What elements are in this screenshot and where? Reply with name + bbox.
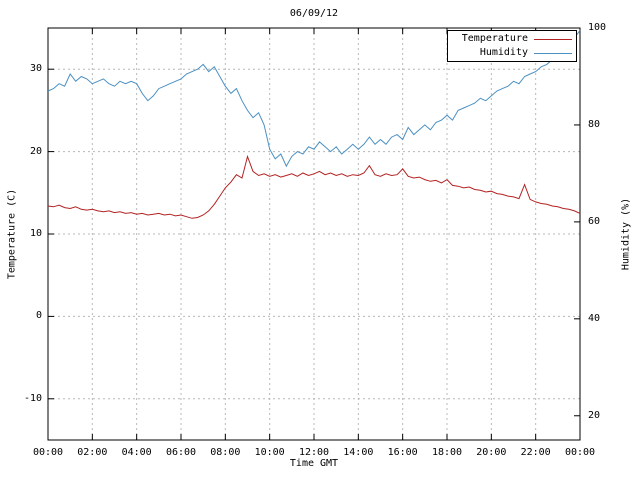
y-right-tick-label: 100 [588,22,607,33]
x-axis-title: Time GMT [289,458,339,469]
legend-line-humidity [534,52,572,54]
y-right-tick-label: 60 [588,215,601,227]
right-axis-title: Humidity (%) [620,197,632,271]
y-left-tick-label: -10 [23,392,42,404]
x-tick-label: 08:00 [210,447,241,458]
y-left-tick-label: 20 [29,145,42,157]
legend-line-temperature [534,38,572,40]
legend-item-temperature: Temperature [452,33,572,45]
humidity-series-line [47,30,581,168]
y-right-tick-label: 80 [588,118,601,130]
y-left-tick-label: 10 [29,228,42,239]
x-tick-label: 20:00 [476,447,507,458]
chart-title: 06/09/12 [289,8,339,19]
y-right-tick-label: 40 [588,312,601,324]
x-tick-label: 18:00 [431,447,463,458]
x-tick-label: 06:00 [165,447,197,458]
legend-label-humidity: Humidity [479,47,528,58]
x-tick-label: 00:00 [564,447,596,458]
y-left-tick-label: 0 [35,310,42,322]
y-right-tick-label: 20 [588,409,601,421]
x-tick-label: 02:00 [77,447,108,458]
x-tick-label: 12:00 [298,447,330,458]
y-left-tick-label: 30 [29,63,42,75]
legend-item-humidity: Humidity [452,47,572,59]
x-tick-label: 16:00 [387,447,418,458]
legend-label-temperature: Temperature [461,33,528,44]
x-tick-label: 00:00 [32,447,64,458]
x-tick-label: 04:00 [121,447,152,458]
legend-box: Temperature Humidity [447,30,577,62]
temperature-series-line [47,154,581,219]
x-tick-label: 10:00 [254,447,285,458]
x-tick-label: 14:00 [343,447,374,458]
x-tick-label: 22:00 [520,447,551,458]
